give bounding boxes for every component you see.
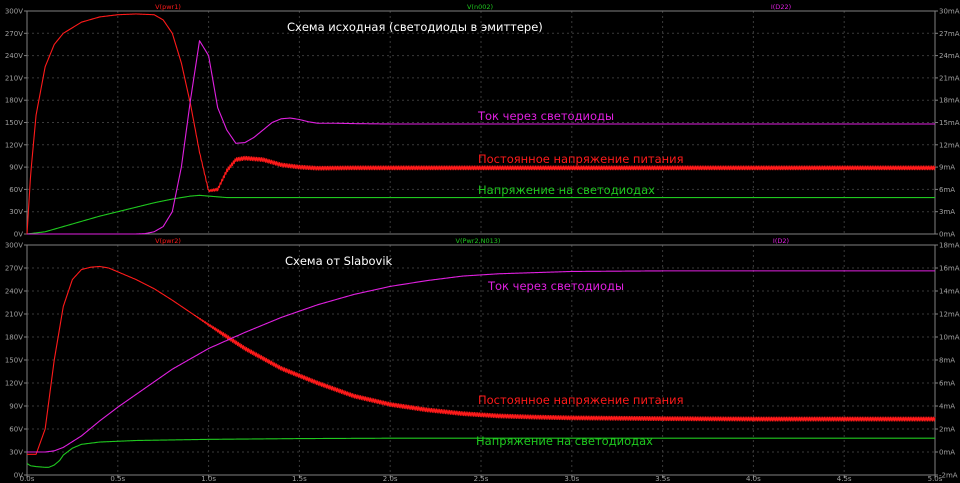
bottom-left-tick-label: 300V [5, 242, 23, 250]
top-plot-title: Схема исходная (светодиоды в эмиттере) [287, 20, 543, 34]
bottom-left-tick-label: 120V [5, 380, 23, 388]
bottom-right-tick-label: 10mA [939, 334, 960, 342]
top-left-tick-label: 120V [5, 141, 23, 149]
bottom-left-tick-label: 270V [5, 265, 23, 273]
top-right-tick-label: 3mA [939, 208, 955, 216]
bottom-right-tick-label: 2mA [939, 426, 955, 434]
top-annotation-supply: Постоянное напряжение питания [478, 152, 684, 166]
top-trace-supply[interactable] [26, 13, 936, 235]
bottom-trace-supply[interactable] [27, 265, 936, 455]
bottom-left-tick-label: 210V [5, 311, 23, 319]
bottom-plot-pane: 0V 30V 60V 90V 120V 150V 180V 210V 240V 270V 300V -… [5, 242, 960, 483]
top-left-tick-label: 240V [5, 52, 23, 60]
bottom-annotation-led-voltage: Напряжение на светодиодах [476, 434, 653, 448]
top-left-tick-label: 30V [9, 208, 23, 216]
bottom-annotation-led-current: Ток через светодиоды [487, 279, 624, 293]
x-tick-label: 5.0s [928, 475, 943, 483]
top-trace-led-voltage[interactable] [26, 194, 935, 235]
bottom-trace-led-voltage[interactable] [26, 437, 935, 468]
top-annotation-led-current: Ток через светодиоды [477, 109, 614, 123]
top-right-tick-label: 24mA [939, 52, 960, 60]
bottom-right-tick-label: 12mA [939, 311, 960, 319]
bottom-left-tick-label: 30V [9, 449, 23, 457]
x-tick-label: 3.0s [564, 475, 579, 483]
top-trace-label-led-current[interactable]: I(D22) [771, 3, 791, 11]
top-plot-pane: 0V 30V 60V 90V 120V 150V 180V 210V 240V 270V 300V 0… [5, 8, 960, 239]
top-right-tick-label: 6mA [939, 186, 955, 194]
bottom-trace-label-led-current[interactable]: I(D2) [773, 237, 789, 245]
bottom-left-tick-label: 150V [5, 357, 23, 365]
bottom-left-tick-label: 180V [5, 334, 23, 342]
x-tick-label: 2.5s [474, 475, 489, 483]
x-tick-label: 2.0s [383, 475, 398, 483]
x-tick-label: 1.0s [201, 475, 216, 483]
bottom-right-tick-label: 0mA [939, 449, 955, 457]
bottom-trace-label-supply[interactable]: V(pwr2) [155, 237, 181, 245]
bottom-right-tick-label: 14mA [939, 288, 960, 296]
x-tick-label: 0.0s [20, 475, 35, 483]
bottom-left-tick-label: 240V [5, 288, 23, 296]
top-trace-label-led-voltage[interactable]: V(n002) [467, 3, 493, 11]
bottom-annotation-supply: Постоянное напряжение питания [478, 393, 684, 407]
x-tick-label: 0.5s [110, 475, 125, 483]
x-tick-label: 3.5s [655, 475, 670, 483]
bottom-trace-led-current[interactable] [27, 270, 935, 453]
bottom-plot-title: Схема от Slabovik [285, 254, 393, 268]
x-tick-label: 4.0s [746, 475, 761, 483]
bottom-right-tick-label: 18mA [939, 242, 960, 250]
top-left-tick-label: 150V [5, 119, 23, 127]
top-left-tick-label: 270V [5, 30, 23, 38]
x-tick-label: 1.5s [292, 475, 307, 483]
bottom-left-tick-label: 0V [14, 472, 23, 480]
x-tick-label: 4.5s [837, 475, 852, 483]
top-right-tick-label: 30mA [939, 8, 960, 16]
top-right-tick-label: 12mA [939, 141, 960, 149]
bottom-right-tick-label: 16mA [939, 265, 960, 273]
top-left-tick-label: 180V [5, 97, 23, 105]
top-right-tick-label: 27mA [939, 30, 960, 38]
bottom-left-tick-label: 90V [9, 403, 23, 411]
top-annotation-led-voltage: Напряжение на светодиодах [478, 183, 655, 197]
bottom-right-tick-label: 4mA [939, 403, 955, 411]
top-left-tick-label: 210V [5, 74, 23, 82]
top-left-tick-label: 90V [9, 164, 23, 172]
bottom-right-tick-label: 8mA [939, 357, 955, 365]
top-left-tick-label: 0V [14, 231, 23, 239]
top-trace-label-supply[interactable]: V(pwr1) [155, 3, 181, 11]
bottom-right-tick-label: 6mA [939, 380, 955, 388]
top-right-tick-label: 18mA [939, 97, 960, 105]
top-right-tick-label: 9mA [939, 164, 955, 172]
top-right-tick-label: 0mA [939, 231, 955, 239]
top-right-tick-label: 15mA [939, 119, 960, 127]
top-trace-led-current[interactable] [27, 40, 935, 235]
top-left-tick-label: 60V [9, 186, 23, 194]
top-right-tick-label: 21mA [939, 74, 960, 82]
top-left-tick-label: 300V [5, 8, 23, 16]
bottom-trace-label-led-voltage[interactable]: V(Pwr2,N013) [456, 237, 501, 245]
bottom-right-tick-label: -2mA [939, 472, 958, 480]
bottom-left-tick-label: 60V [9, 426, 23, 434]
